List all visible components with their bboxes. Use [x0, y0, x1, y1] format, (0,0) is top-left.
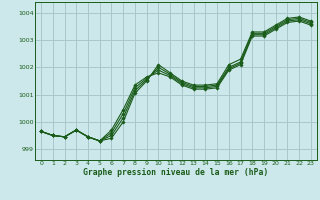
X-axis label: Graphe pression niveau de la mer (hPa): Graphe pression niveau de la mer (hPa) — [84, 168, 268, 177]
